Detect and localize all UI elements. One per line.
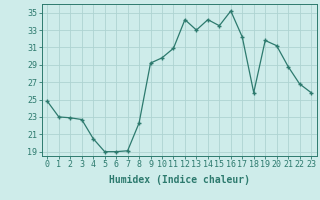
- X-axis label: Humidex (Indice chaleur): Humidex (Indice chaleur): [109, 175, 250, 185]
